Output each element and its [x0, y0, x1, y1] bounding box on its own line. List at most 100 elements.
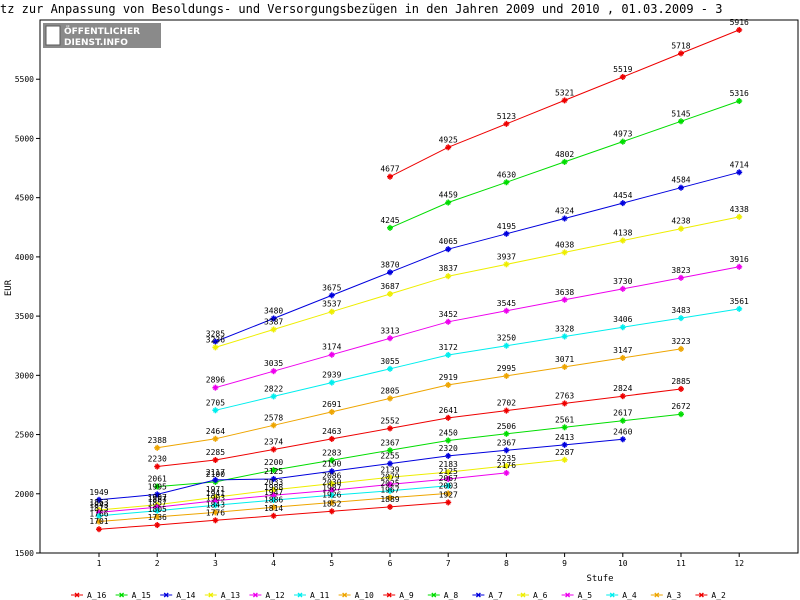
- data-point: [270, 315, 277, 322]
- data-label: 1887: [148, 495, 167, 504]
- data-label: 2125: [264, 467, 283, 476]
- data-label: 3537: [322, 300, 341, 309]
- data-label: 1988: [264, 483, 283, 492]
- data-point: [212, 476, 219, 483]
- data-point: [619, 285, 626, 292]
- data-label: 2705: [206, 398, 225, 407]
- data-point: [328, 487, 335, 494]
- data-label: 4065: [439, 237, 458, 246]
- data-point: [387, 503, 393, 510]
- data-label: 2285: [206, 448, 225, 457]
- data-point: [503, 469, 510, 476]
- data-label: 3313: [380, 326, 399, 335]
- data-point: [328, 457, 335, 464]
- data-point: [619, 324, 626, 331]
- data-point: [561, 456, 568, 463]
- data-point: [387, 365, 393, 372]
- data-point: [212, 435, 219, 442]
- legend-label: A_4: [622, 591, 637, 600]
- data-point: [445, 381, 452, 388]
- data-point: [387, 173, 393, 180]
- data-point: [445, 437, 452, 444]
- data-point: [561, 363, 568, 370]
- data-point: [212, 517, 219, 524]
- data-point: [328, 480, 335, 487]
- data-point: [328, 308, 335, 315]
- data-point: [561, 158, 568, 165]
- data-label: 2702: [497, 399, 516, 408]
- data-point: [561, 215, 568, 222]
- data-label: 1889: [380, 495, 399, 504]
- data-point: [678, 315, 684, 322]
- x-tick-label: 1: [97, 559, 102, 568]
- legend-item-a-2: A_2: [695, 591, 726, 600]
- data-label: 4630: [497, 170, 516, 179]
- data-point: [736, 213, 743, 220]
- y-tick-label: 4000: [15, 253, 34, 262]
- series-a-6: 1863 1907 1971 2033 2086 2139 2183 2235 2287: [89, 448, 574, 514]
- data-point: [270, 368, 277, 375]
- data-point: [212, 509, 219, 516]
- data-label: 2287: [555, 448, 574, 457]
- data-label: 1987: [322, 483, 341, 492]
- y-tick-label: 3500: [15, 312, 34, 321]
- data-point: [96, 518, 102, 525]
- data-point: [328, 499, 335, 506]
- x-tick-label: 9: [562, 559, 567, 568]
- data-label: 3387: [264, 317, 283, 326]
- data-point: [445, 499, 452, 506]
- data-point: [619, 200, 626, 207]
- series-line: [215, 266, 740, 389]
- data-point: [328, 351, 335, 358]
- data-label: 5718: [671, 41, 690, 50]
- data-point: [387, 494, 393, 501]
- x-tick-label: 2: [155, 559, 160, 568]
- data-label: 2176: [497, 461, 516, 470]
- data-point: [328, 435, 335, 442]
- data-label: 2235: [497, 454, 516, 463]
- data-label: 2374: [264, 437, 283, 446]
- data-label: 2939: [322, 371, 341, 380]
- x-tick-label: 11: [676, 559, 686, 568]
- data-point: [212, 407, 219, 414]
- data-point: [445, 490, 452, 497]
- series-line: [215, 216, 740, 348]
- x-tick-label: 7: [446, 559, 451, 568]
- data-label: 4677: [380, 165, 399, 174]
- data-point: [678, 345, 684, 352]
- data-label: 3172: [439, 343, 458, 352]
- legend-item-a-5: A_5: [561, 591, 592, 600]
- data-point: [503, 407, 510, 414]
- data-point: [445, 273, 452, 280]
- data-label: 3937: [497, 252, 516, 261]
- data-point: [387, 335, 393, 342]
- data-point: [561, 249, 568, 256]
- data-label: 2320: [439, 444, 458, 453]
- data-point: [503, 261, 510, 268]
- data-label: 3561: [730, 297, 749, 306]
- series-a-3: 1766 1805 1843 1886 1926 1967 2003: [89, 481, 458, 525]
- series-a-14: 3285 3480 3675 3870 4065 4195 4324 4454 4584 4714: [206, 160, 749, 345]
- data-label: 3328: [555, 324, 574, 333]
- data-label: 3147: [613, 346, 632, 355]
- series-a-4: 1813 1857 1903 1947 1987 2025 2067: [89, 474, 458, 519]
- data-label: 1852: [322, 499, 341, 508]
- data-label: 5123: [497, 112, 516, 121]
- data-point: [154, 513, 161, 520]
- data-label: 3035: [264, 359, 283, 368]
- series-a-16: 4677 4925 5123 5321 5519 5718 5916: [380, 18, 749, 180]
- data-point: [445, 318, 452, 325]
- data-label: 1766: [89, 509, 108, 518]
- data-point: [445, 475, 452, 482]
- data-point: [328, 408, 335, 415]
- data-label: 2025: [380, 479, 399, 488]
- data-point: [96, 526, 102, 533]
- data-point: [270, 486, 277, 493]
- data-label: 1971: [206, 485, 225, 494]
- data-point: [154, 463, 161, 470]
- data-label: 2139: [380, 465, 399, 474]
- data-point: [736, 169, 743, 176]
- data-label: 3675: [322, 283, 341, 292]
- data-label: 2255: [380, 452, 399, 461]
- x-tick-label: 8: [504, 559, 509, 568]
